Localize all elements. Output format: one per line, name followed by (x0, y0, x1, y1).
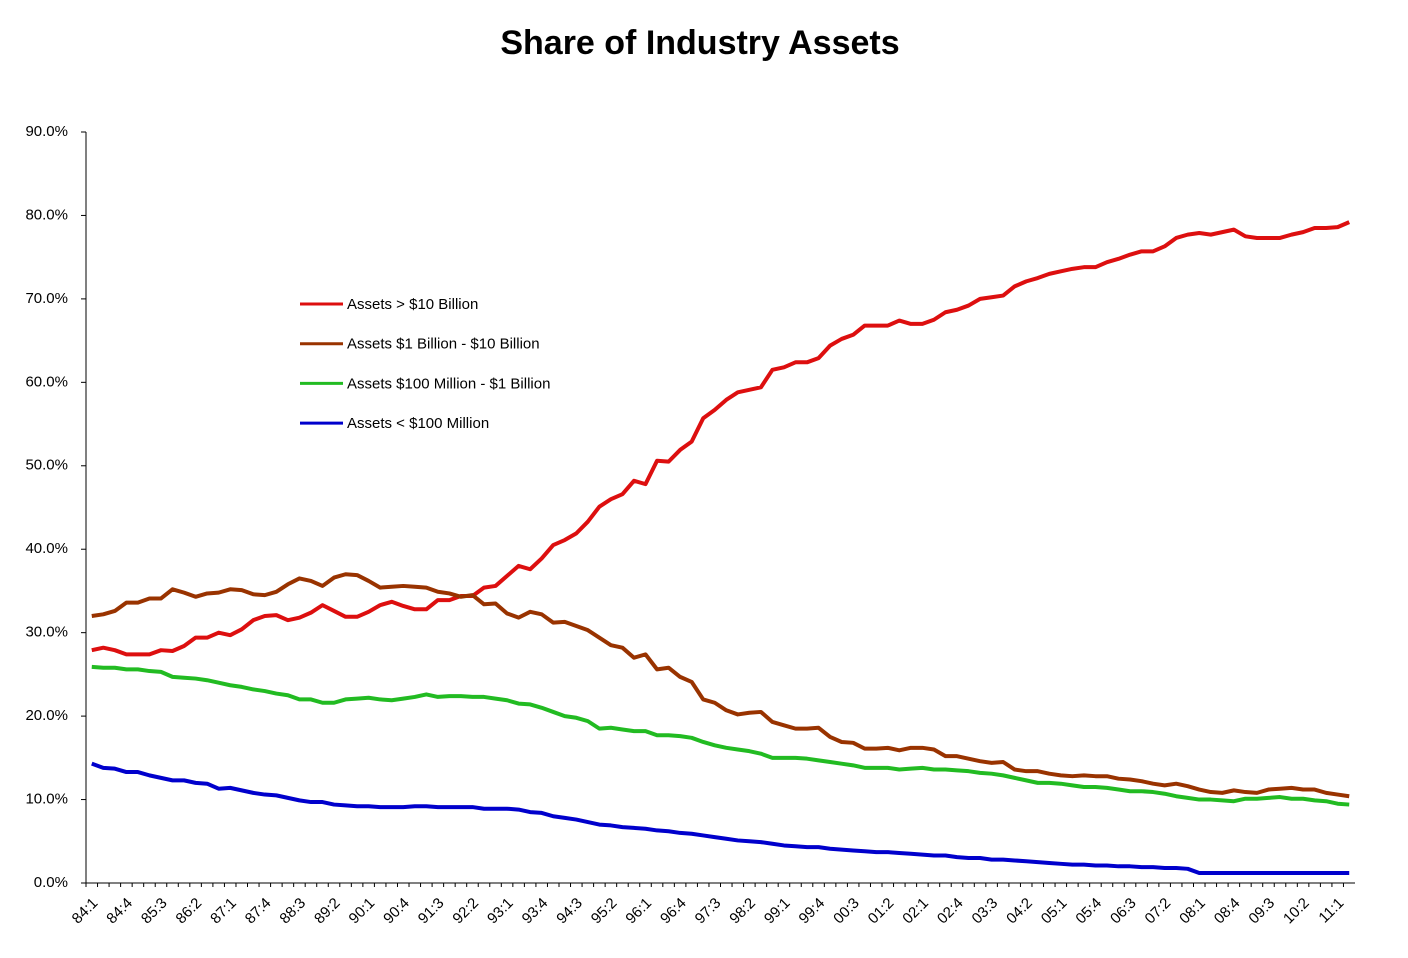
chart-title: Share of Industry Assets (500, 24, 899, 62)
series-line (91, 220, 1351, 657)
x-tick-label: 99:4 (796, 895, 829, 928)
x-tick-label: 86:2 (173, 895, 206, 928)
y-tick-label: 20.0% (25, 707, 68, 724)
x-tick-label: 85:3 (138, 895, 171, 928)
x-tick-label: 02:4 (934, 895, 967, 928)
legend-label: Assets > $10 Billion (347, 296, 478, 313)
x-tick-label: 96:1 (622, 895, 655, 928)
x-tick-label: 08:1 (1176, 895, 1209, 928)
series-line (91, 761, 1350, 875)
y-tick-label: 90.0% (25, 123, 68, 140)
x-tick-label: 01:2 (865, 895, 898, 928)
x-tick-label: 07:2 (1142, 895, 1175, 928)
x-tick-label: 91:3 (415, 895, 448, 928)
y-tick-label: 50.0% (25, 457, 68, 474)
y-tick-label: 0.0% (34, 874, 68, 891)
x-tick-label: 90:4 (380, 895, 413, 928)
x-tick-label: 10:2 (1280, 895, 1313, 928)
x-tick-label: 92:2 (449, 895, 482, 928)
y-tick-label: 60.0% (25, 373, 68, 390)
x-tick-label: 87:4 (242, 895, 275, 928)
legend-label: Assets $1 Billion - $10 Billion (347, 336, 540, 353)
x-tick-label: 05:1 (1038, 895, 1071, 928)
x-tick-label: 96:4 (657, 895, 690, 928)
x-tick-label: 95:2 (588, 895, 621, 928)
x-tick-label: 11:1 (1315, 895, 1347, 927)
x-tick-label: 04:2 (1003, 895, 1036, 928)
x-tick-label: 90:1 (346, 895, 379, 928)
series-line (91, 572, 1350, 799)
x-tick-label: 02:1 (899, 895, 932, 928)
x-tick-label: 09:3 (1245, 895, 1278, 928)
x-tick-label: 94:3 (553, 895, 586, 928)
legend-label: Assets < $100 Million (347, 415, 489, 432)
y-tick-label: 10.0% (25, 791, 68, 808)
y-tick-label: 30.0% (25, 624, 68, 641)
x-tick-label: 05:4 (1072, 895, 1105, 928)
x-tick-label: 98:2 (726, 895, 759, 928)
y-tick-label: 70.0% (25, 290, 68, 307)
x-tick-label: 06:3 (1107, 895, 1140, 928)
x-tick-label: 97:3 (692, 895, 725, 928)
x-tick-label: 89:2 (311, 895, 344, 928)
y-tick-label: 80.0% (25, 206, 68, 223)
x-tick-label: 93:1 (484, 895, 517, 928)
x-tick-label: 87:1 (207, 895, 240, 928)
x-tick-label: 99:1 (761, 895, 794, 928)
y-tick-label: 40.0% (25, 540, 68, 557)
series-line (91, 664, 1350, 807)
x-tick-label: 08:4 (1211, 895, 1244, 928)
x-tick-label: 84:1 (69, 895, 102, 928)
x-tick-label: 84:4 (103, 895, 136, 928)
x-tick-label: 03:3 (969, 895, 1002, 928)
x-tick-label: 00:3 (830, 895, 863, 928)
x-tick-label: 88:3 (276, 895, 309, 928)
x-tick-label: 93:4 (519, 895, 552, 928)
legend-label: Assets $100 Million - $1 Billion (347, 375, 550, 392)
